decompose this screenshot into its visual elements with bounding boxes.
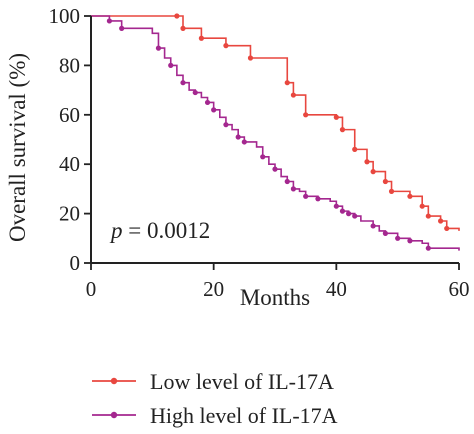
censor-mark <box>370 169 376 175</box>
series-low-level <box>91 13 460 232</box>
censor-mark <box>284 80 290 86</box>
censor-mark <box>395 235 401 241</box>
censor-mark <box>444 225 450 232</box>
censor-mark <box>119 25 125 31</box>
plot-area: 0 20 40 60 0 20 40 60 80 100 <box>49 4 470 301</box>
x-tick-label: 40 <box>326 277 347 301</box>
series-high-level <box>91 15 460 251</box>
y-tick-label: 20 <box>59 202 80 226</box>
censor-mark <box>352 146 358 152</box>
legend-label: Low level of IL-17A <box>150 369 334 394</box>
censor-mark <box>303 193 309 199</box>
censor-mark <box>241 139 247 145</box>
p-value-text: = 0.0012 <box>123 218 211 243</box>
censor-mark <box>303 112 309 118</box>
censor-mark <box>284 178 290 185</box>
censor-mark <box>370 223 376 229</box>
censor-mark <box>290 92 296 98</box>
legend-marker <box>110 377 118 385</box>
censor-mark <box>247 55 254 61</box>
censor-mark <box>407 238 413 244</box>
censor-mark <box>180 25 186 31</box>
censor-mark <box>382 230 388 236</box>
censor-mark <box>333 114 339 120</box>
censor-mark <box>211 107 217 113</box>
censor-mark <box>425 245 431 251</box>
censor-mark <box>315 196 321 202</box>
censor-mark <box>192 89 198 96</box>
y-tick-label: 80 <box>59 53 80 77</box>
y-tick-label: 40 <box>59 152 80 176</box>
censor-mark <box>290 186 296 192</box>
legend: Low level of IL-17A High level of IL-17A <box>92 369 338 428</box>
p-value-annotation: p = 0.0012 <box>109 218 210 243</box>
x-tick-label: 0 <box>86 277 97 301</box>
censor-mark <box>204 99 211 106</box>
x-tick-label: 20 <box>203 277 224 301</box>
y-ticks: 0 20 40 60 80 100 <box>49 4 91 275</box>
censor-mark <box>198 35 204 41</box>
legend-item: Low level of IL-17A <box>92 369 334 394</box>
censor-mark <box>333 203 339 209</box>
series-layer <box>91 13 460 251</box>
censor-mark <box>223 43 229 49</box>
censor-mark <box>180 80 186 86</box>
censor-mark <box>339 208 346 214</box>
censor-mark <box>106 18 112 24</box>
censor-mark <box>346 211 352 217</box>
censor-mark <box>260 154 266 160</box>
censor-mark <box>419 203 425 209</box>
x-axis-title: Months <box>240 285 310 310</box>
censor-mark <box>425 213 431 219</box>
censor-mark <box>168 62 174 68</box>
legend-label: High level of IL-17A <box>150 403 338 428</box>
legend-marker <box>110 411 118 419</box>
censor-mark <box>438 218 444 224</box>
censor-mark <box>388 188 395 194</box>
legend-item: High level of IL-17A <box>92 403 338 428</box>
censor-mark <box>272 166 278 172</box>
censor-mark <box>174 13 180 19</box>
censor-mark <box>407 193 413 199</box>
y-tick-label: 0 <box>70 251 81 275</box>
y-tick-label: 100 <box>49 4 81 28</box>
y-axis-title: Overall survival (%) <box>5 53 30 242</box>
censor-mark <box>364 159 370 165</box>
p-value-symbol: p <box>109 218 123 243</box>
series-line <box>91 15 460 251</box>
y-tick-label: 60 <box>59 103 80 127</box>
censor-mark <box>382 178 388 185</box>
censor-mark <box>155 45 162 51</box>
series-line <box>91 15 460 231</box>
x-ticks: 0 20 40 60 <box>86 263 470 301</box>
censor-mark <box>235 134 241 140</box>
censor-mark <box>352 213 358 219</box>
x-tick-label: 60 <box>449 277 470 301</box>
censor-mark <box>223 122 229 128</box>
censor-mark <box>339 127 346 133</box>
